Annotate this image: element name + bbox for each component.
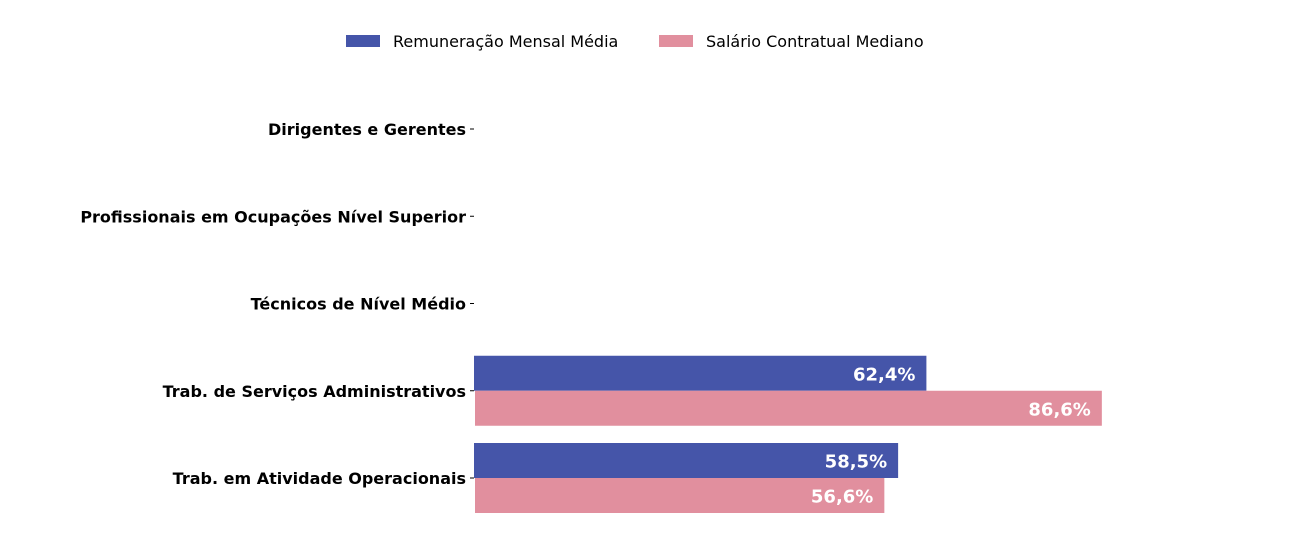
category-label: Trab. em Atividade Operacionais [173,469,466,488]
bar [474,355,927,391]
legend-label: Salário Contratual Mediano [706,32,924,51]
legend-label: Remuneração Mensal Média [393,32,618,51]
bar [474,443,899,478]
bar [475,478,885,513]
data-label: 56,6% [811,487,873,508]
category-label: Trab. de Serviços Administrativos [163,382,466,401]
category-label: Técnicos de Nível Médio [251,295,466,314]
category-label: Dirigentes e Gerentes [268,120,466,139]
bar [475,390,1102,426]
data-label: 62,4% [853,364,915,385]
category-label: Profissionais em Ocupações Nível Superio… [80,207,466,226]
data-label: 58,5% [825,452,887,473]
legend-swatch [659,35,693,47]
legend-swatch [346,35,380,47]
data-label: 86,6% [1028,399,1090,420]
